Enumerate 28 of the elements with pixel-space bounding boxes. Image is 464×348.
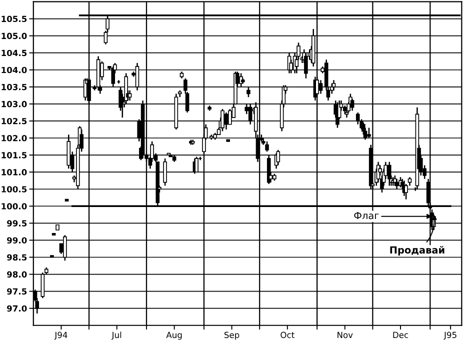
y-tick-label: 98.5 xyxy=(7,254,27,261)
y-tick-label: 99.5 xyxy=(7,220,27,226)
y-tick-label: 98.0 xyxy=(7,271,27,278)
y-tick-label: 99.0 xyxy=(7,237,27,244)
y-tick-label: 101.5 xyxy=(2,152,27,158)
annotation: Продавай xyxy=(390,246,444,256)
y-tick-label: 102.0 xyxy=(2,134,27,142)
annotation: Флаг xyxy=(354,212,379,220)
x-tick-label: Oct xyxy=(280,332,294,338)
y-tick-label: 101.0 xyxy=(2,169,27,176)
y-tick-label: 104.5 xyxy=(2,50,27,56)
x-tick-label: Sep xyxy=(224,332,240,340)
y-tick-label: 97.0 xyxy=(7,305,27,312)
x-tick-label: Jul xyxy=(111,332,122,340)
y-tick-label: 105.5 xyxy=(2,16,27,22)
x-tick-label: Nov xyxy=(338,332,353,338)
x-tick-label: Dec xyxy=(393,332,408,338)
y-tick-label: 100.5 xyxy=(2,186,27,192)
x-tick-label: J94 xyxy=(54,332,68,340)
x-tick-label: Aug xyxy=(166,332,182,340)
y-tick-label: 103.5 xyxy=(2,84,27,90)
y-tick-label: 103.0 xyxy=(2,100,27,108)
y-tick-label: 102.5 xyxy=(2,118,27,124)
y-tick-label: 100.0 xyxy=(2,203,27,210)
y-tick-label: 97.5 xyxy=(7,288,27,295)
y-tick-label: 104.0 xyxy=(2,66,27,74)
x-tick-label: J95 xyxy=(444,332,456,340)
y-tick-label: 105.0 xyxy=(2,32,27,40)
